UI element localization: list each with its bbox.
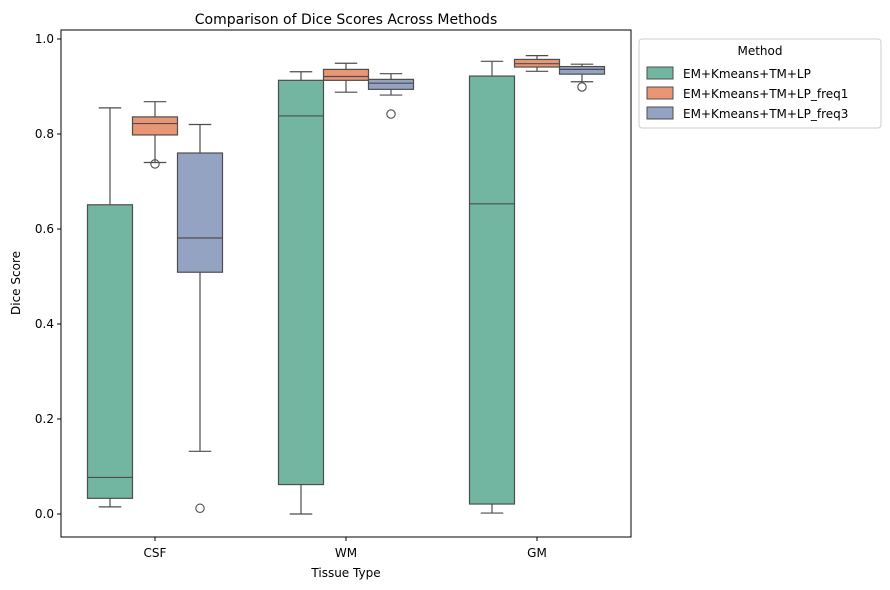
box-iqr [558, 65, 606, 75]
box-series [86, 55, 606, 515]
chart-title: Comparison of Dice Scores Across Methods [195, 12, 497, 28]
box-wm [322, 62, 370, 93]
legend-swatch [646, 86, 674, 100]
box-iqr [367, 78, 415, 90]
box-iqr [176, 152, 224, 273]
x-tick-label: WM [335, 546, 357, 560]
box-iqr [322, 68, 370, 81]
legend-label: EM+Kmeans+TM+LP_freq3 [683, 107, 848, 121]
x-tick-label: CSF [144, 546, 167, 560]
box-csf [176, 123, 224, 514]
legend-label: EM+Kmeans+TM+LP_freq1 [683, 87, 848, 101]
outlier-point [577, 82, 587, 92]
outlier-point [386, 109, 396, 119]
plot-frame [60, 29, 632, 538]
x-tick-label: GM [527, 546, 547, 560]
y-tick-label: 0.4 [35, 317, 54, 331]
plot-area: 0.0 0.2 0.4 0.6 0.8 1.0 CSF WM GM [35, 29, 632, 560]
y-tick-label: 0.6 [35, 222, 54, 236]
box-iqr [277, 79, 325, 486]
y-axis-title: Dice Score [9, 251, 23, 315]
x-axis-title: Tissue Type [310, 566, 380, 580]
y-tick-label: 1.0 [35, 32, 54, 46]
box-iqr [468, 75, 516, 505]
legend-items: EM+Kmeans+TM+LP EM+Kmeans+TM+LP_freq1 EM+K… [646, 66, 848, 121]
box-csf [86, 107, 134, 508]
box-gm [558, 63, 606, 92]
legend: Method EM+Kmeans+TM+LP EM+Kmeans+TM+LP_fr… [638, 38, 882, 129]
series-2 [131, 55, 561, 169]
legend-swatch [646, 106, 674, 120]
box-iqr [131, 116, 179, 136]
box-wm [367, 73, 415, 119]
legend-title: Method [737, 44, 782, 58]
y-tick-label: 0.2 [35, 412, 54, 426]
outlier-point [150, 159, 160, 169]
box-csf [131, 101, 179, 169]
outlier-point [195, 503, 205, 514]
box-iqr [86, 204, 134, 499]
series-1 [86, 60, 516, 515]
y-tick-label: 0.8 [35, 127, 54, 141]
legend-swatch [646, 66, 674, 80]
box-wm [277, 71, 325, 515]
y-tick-label: 0.0 [35, 507, 54, 521]
legend-label: EM+Kmeans+TM+LP [683, 67, 811, 81]
legend-frame [638, 38, 882, 129]
box-gm [468, 60, 516, 514]
box-gm [513, 55, 561, 72]
x-axis: CSF WM GM [144, 537, 547, 560]
series-3 [176, 63, 606, 514]
y-axis: 0.0 0.2 0.4 0.6 0.8 1.0 [35, 32, 61, 521]
